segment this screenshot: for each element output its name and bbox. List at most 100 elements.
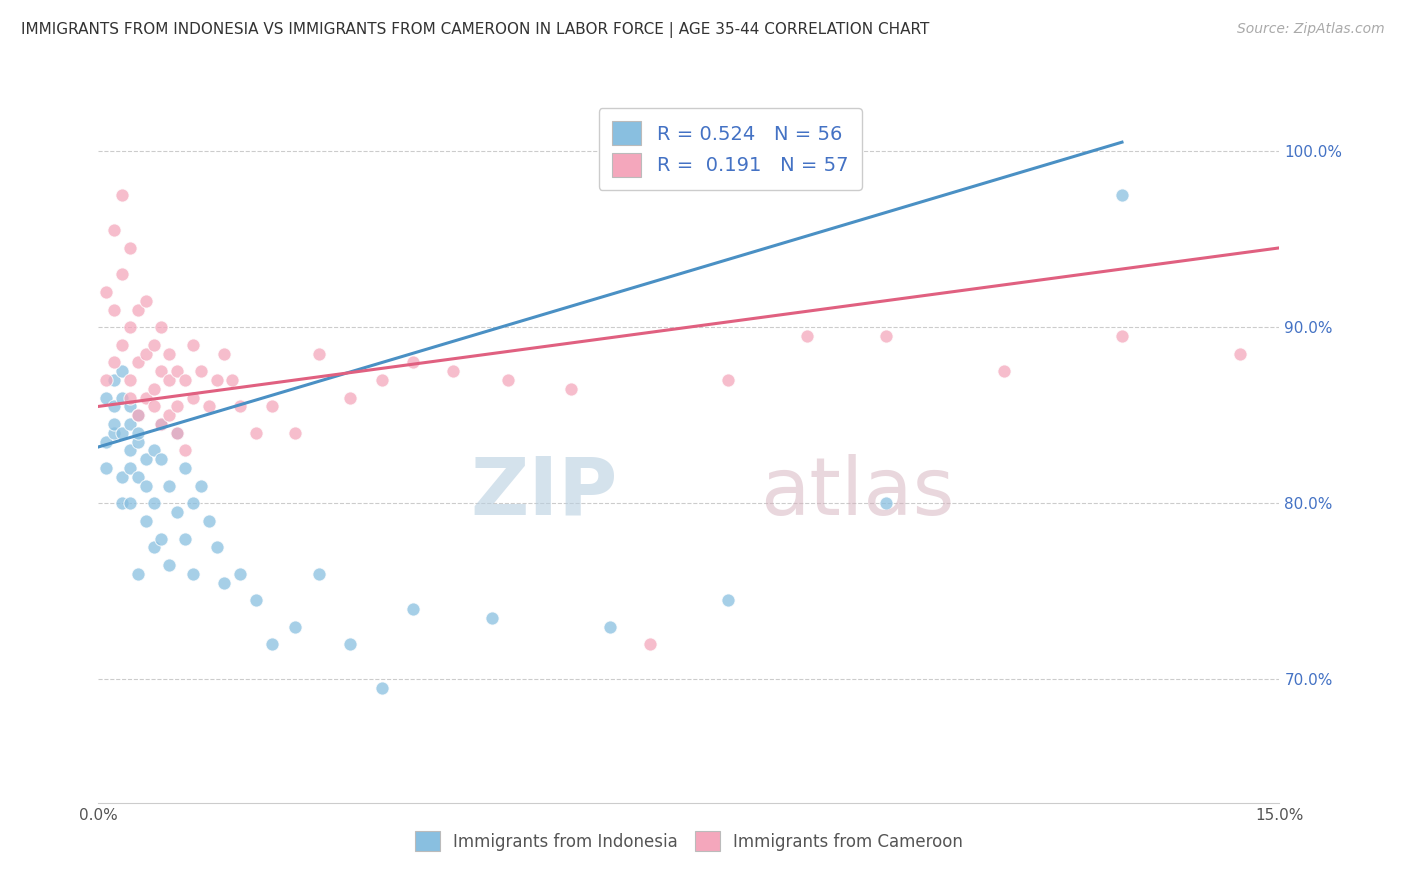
Point [127,434,149,449]
Point [214,575,236,590]
Point [174,443,197,458]
Point [339,637,361,651]
Point [111,188,134,202]
Point [142,541,165,555]
Point [638,637,661,651]
Point [174,461,197,475]
Point [166,505,188,519]
Point [181,337,204,351]
Point [875,496,897,510]
Point [560,382,582,396]
Point [174,373,197,387]
Point [96,391,118,405]
Point [118,417,141,431]
Point [245,593,267,607]
Point [135,391,157,405]
Text: atlas: atlas [759,454,955,532]
Point [150,417,173,431]
Point [245,425,267,440]
Point [127,566,149,581]
Point [717,593,740,607]
Point [103,355,125,369]
Point [166,425,188,440]
Text: Source: ZipAtlas.com: Source: ZipAtlas.com [1237,22,1385,37]
Point [197,400,219,414]
Point [308,346,330,360]
Point [181,566,204,581]
Point [103,302,125,317]
Point [142,496,165,510]
Point [371,681,394,696]
Point [118,373,141,387]
Point [111,267,134,281]
Point [127,470,149,484]
Point [142,337,165,351]
Point [135,452,157,467]
Point [111,425,134,440]
Point [118,320,141,334]
Point [229,400,252,414]
Point [103,223,125,237]
Point [157,409,180,423]
Point [157,558,180,572]
Point [96,285,118,299]
Point [135,478,157,492]
Point [166,364,188,378]
Point [157,478,180,492]
Point [181,496,204,510]
Legend: Immigrants from Indonesia, Immigrants from Cameroon: Immigrants from Indonesia, Immigrants fr… [408,824,970,858]
Point [993,364,1015,378]
Point [111,496,134,510]
Point [402,602,425,616]
Point [103,425,125,440]
Point [96,373,118,387]
Point [260,637,283,651]
Point [229,566,252,581]
Point [103,400,125,414]
Point [118,443,141,458]
Point [127,425,149,440]
Point [796,329,818,343]
Point [717,373,740,387]
Point [166,425,188,440]
Point [481,611,503,625]
Point [190,364,212,378]
Point [205,541,228,555]
Point [402,355,425,369]
Point [190,478,212,492]
Point [96,434,118,449]
Point [103,373,125,387]
Point [111,391,134,405]
Point [181,391,204,405]
Point [111,364,134,378]
Point [142,400,165,414]
Point [174,532,197,546]
Point [221,373,243,387]
Point [111,470,134,484]
Point [118,241,141,255]
Point [150,320,173,334]
Point [308,566,330,581]
Point [150,417,173,431]
Point [127,409,149,423]
Point [142,443,165,458]
Point [118,461,141,475]
Point [339,391,361,405]
Point [142,382,165,396]
Point [118,400,141,414]
Point [205,373,228,387]
Point [1111,188,1133,202]
Point [197,514,219,528]
Point [135,514,157,528]
Point [157,373,180,387]
Point [127,355,149,369]
Point [150,452,173,467]
Point [127,409,149,423]
Point [135,293,157,308]
Point [96,461,118,475]
Point [260,400,283,414]
Point [875,329,897,343]
Point [118,391,141,405]
Point [599,619,621,633]
Point [157,346,180,360]
